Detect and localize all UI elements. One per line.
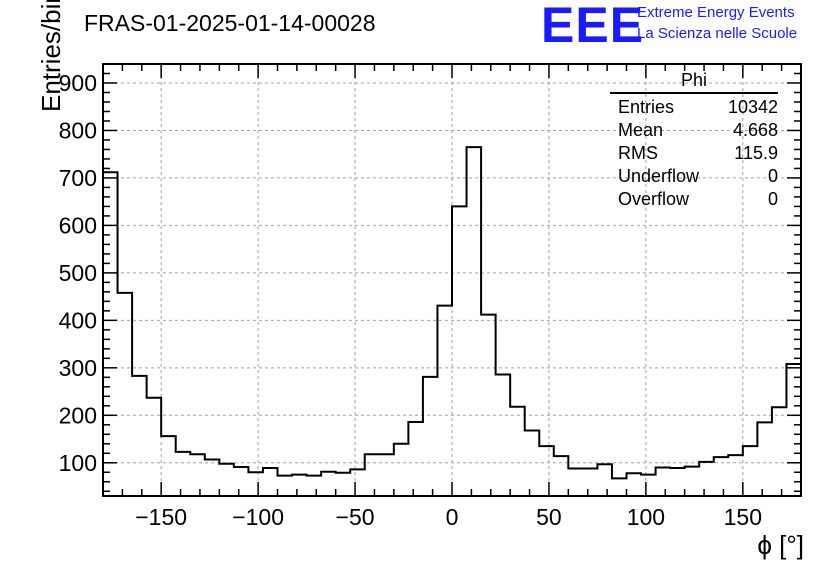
y-tick-label: 600 [59,212,97,238]
stats-label: Entries [618,97,675,117]
stats-row-mean: Mean 4.668 [610,119,778,142]
logo-line-1: Extreme Energy Events [637,4,795,21]
tick-labels: −150 −100 −50 0 50 100 150 100 200 300 400 500 600 70… [59,70,762,530]
histogram-series-phi [103,146,802,480]
x-tick-label: −50 [336,504,375,530]
stats-box: Phi Entries 10342 Mean 4.668 RMS 115.9 U… [610,70,778,211]
y-tick-label: 300 [59,355,97,381]
y-tick-label: 400 [59,307,97,333]
stats-row-rms: RMS 115.9 [610,142,778,165]
axis-ticks [102,63,802,496]
y-tick-label: 500 [59,260,97,286]
logo-line-2: La Scienza nelle Scuole [637,25,798,42]
stats-value: 0 [767,166,778,186]
eee-logo: EEE [541,0,645,53]
x-tick-label: −100 [232,504,284,530]
stats-row-entries: Entries 10342 [610,96,778,119]
y-tick-label: 100 [59,450,97,476]
stats-title: Phi [610,70,778,94]
stats-label: Mean [618,120,664,140]
y-tick-label: 900 [59,70,97,96]
x-axis-label: ϕ [°] [757,530,804,560]
y-tick-label: 700 [59,165,97,191]
stats-value: 10342 [727,97,778,117]
stats-label: Overflow [618,189,690,209]
stats-row-overflow: Overflow 0 [610,188,778,211]
x-tick-label: −150 [135,504,187,530]
x-tick-label: 50 [536,504,562,530]
stats-value: 115.9 [734,143,778,163]
stats-row-underflow: Underflow 0 [610,165,778,188]
stats-label: RMS [618,143,658,163]
x-tick-label: 0 [446,504,459,530]
x-tick-label: 150 [724,504,762,530]
chart-title: FRAS-01-2025-01-14-00028 [84,10,376,36]
y-axis-label: Entries/bin [36,0,66,112]
y-tick-label: 800 [59,117,97,143]
x-tick-label: 100 [627,504,665,530]
y-tick-label: 200 [59,402,97,428]
stats-label: Underflow [618,166,700,186]
stats-value: 4.668 [732,120,778,140]
stats-value: 0 [767,189,778,209]
